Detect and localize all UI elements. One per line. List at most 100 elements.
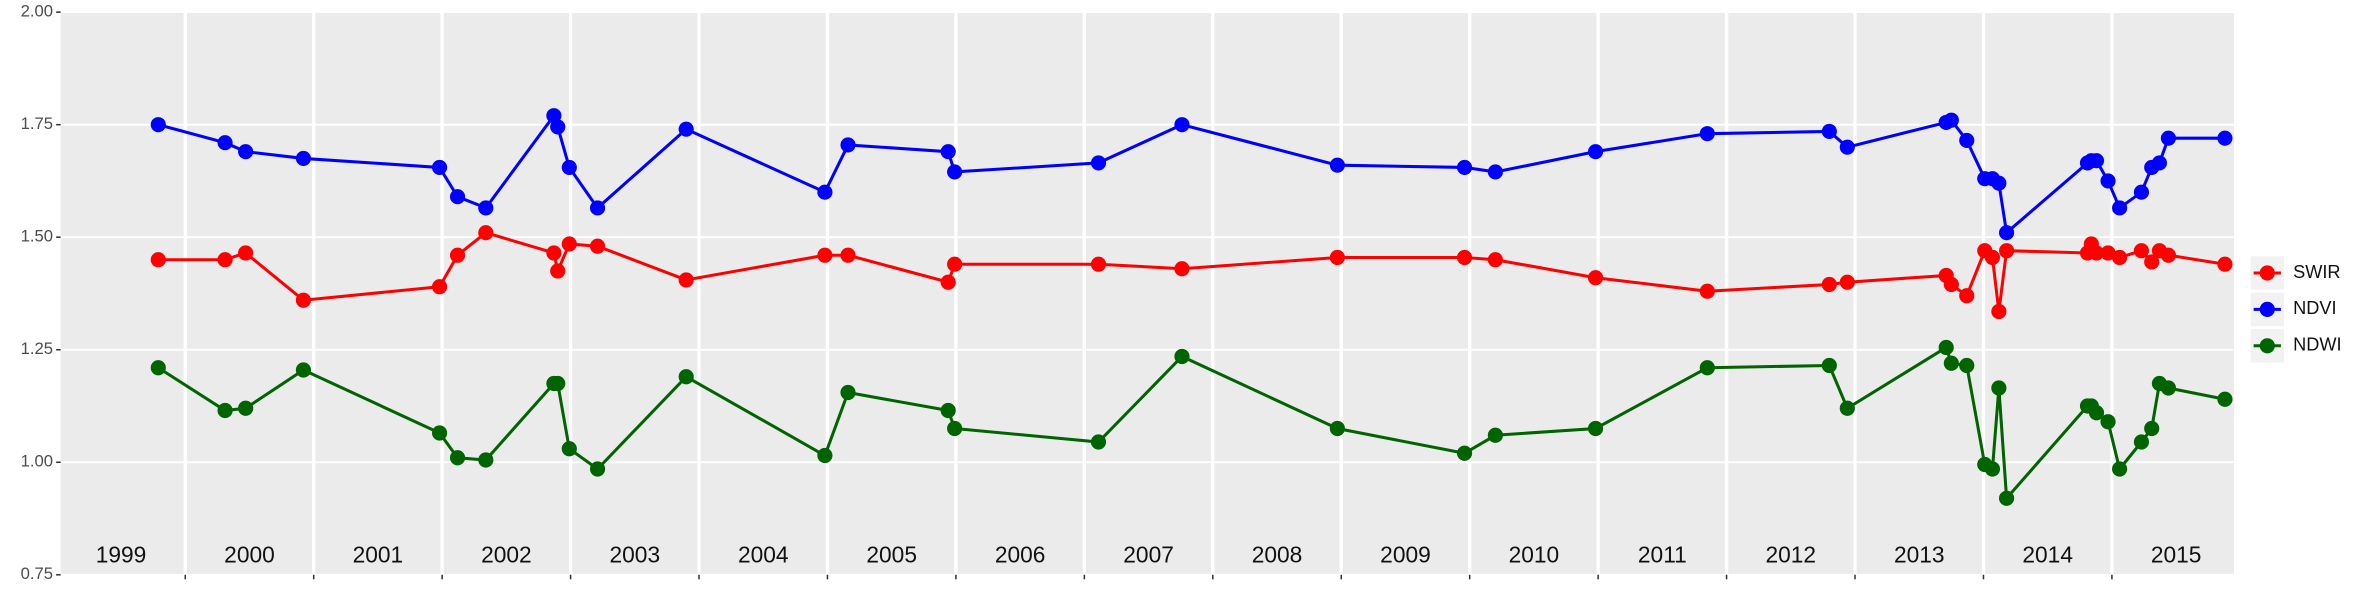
- data-point: [1839, 139, 1855, 155]
- data-point: [678, 121, 694, 137]
- data-point: [2100, 414, 2116, 430]
- data-point: [2100, 245, 2116, 261]
- data-point: [1943, 112, 1959, 128]
- data-point: [1456, 249, 1473, 266]
- data-point: [2217, 130, 2233, 146]
- legend-label: NDWI: [2293, 335, 2342, 355]
- data-point: [2088, 153, 2105, 169]
- year-label: 2000: [224, 542, 275, 568]
- y-tick-label: 1.75: [21, 114, 53, 133]
- data-point: [940, 274, 956, 290]
- data-point: [1991, 380, 2007, 396]
- data-point: [478, 452, 494, 468]
- y-tick-label: 2.00: [21, 2, 53, 21]
- data-point: [1699, 283, 1715, 299]
- plot-background: [60, 12, 2234, 575]
- y-tick-label: 1.00: [21, 452, 53, 471]
- data-point: [1998, 243, 2015, 259]
- data-point: [1821, 123, 1837, 140]
- legend-label: NDVI: [2293, 298, 2336, 318]
- data-point: [1174, 348, 1190, 365]
- data-point: [150, 252, 166, 268]
- year-label: 2006: [995, 542, 1046, 568]
- data-point: [2088, 245, 2105, 261]
- data-point: [1938, 339, 1954, 356]
- data-point: [817, 247, 833, 263]
- data-point: [589, 238, 606, 254]
- data-point: [217, 135, 233, 151]
- data-point: [2112, 461, 2128, 477]
- data-point: [947, 256, 963, 272]
- data-point: [1984, 249, 2001, 266]
- data-point: [2112, 200, 2128, 216]
- data-point: [2133, 434, 2150, 450]
- data-point: [1839, 400, 1855, 416]
- data-point: [449, 450, 466, 466]
- year-label: 2010: [1509, 542, 1560, 568]
- data-point: [1943, 355, 1959, 371]
- data-point: [840, 247, 856, 263]
- data-point: [1587, 144, 1604, 160]
- year-label: 2013: [1894, 542, 1945, 568]
- data-point: [238, 144, 254, 160]
- data-point: [1329, 249, 1345, 266]
- data-point: [840, 137, 856, 153]
- data-point: [947, 164, 963, 180]
- year-label: 2002: [481, 542, 532, 568]
- data-point: [295, 362, 312, 378]
- data-point: [561, 236, 577, 252]
- data-point: [2100, 173, 2116, 189]
- year-label: 2004: [738, 542, 789, 568]
- data-point: [1991, 175, 2007, 191]
- data-point: [1487, 252, 1503, 268]
- y-tick-label: 1.50: [21, 227, 53, 246]
- legend-label: SWIR: [2293, 262, 2341, 282]
- data-point: [1174, 261, 1190, 277]
- data-point: [1090, 155, 1107, 171]
- data-point: [1959, 357, 1975, 374]
- data-point: [1090, 256, 1107, 272]
- data-point: [1998, 225, 2015, 241]
- y-tick-label: 1.25: [21, 339, 53, 358]
- year-label: 2007: [1123, 542, 1174, 568]
- data-point: [817, 447, 833, 464]
- data-point: [150, 117, 166, 133]
- data-point: [295, 292, 312, 308]
- data-point: [2144, 254, 2160, 270]
- data-point: [561, 441, 577, 457]
- year-label: 2012: [1766, 542, 1817, 568]
- legend-point: [2259, 301, 2275, 317]
- data-point: [295, 150, 312, 167]
- data-point: [940, 144, 956, 160]
- y-tick-label: 0.75: [21, 564, 53, 583]
- data-point: [1329, 420, 1345, 437]
- data-point: [546, 245, 562, 261]
- year-label: 2011: [1638, 542, 1687, 568]
- data-point: [1587, 420, 1604, 437]
- data-point: [589, 461, 606, 477]
- data-point: [238, 245, 254, 261]
- data-point: [1699, 360, 1715, 376]
- legend-point: [2259, 265, 2275, 281]
- data-point: [1984, 461, 2001, 477]
- data-point: [2160, 130, 2177, 146]
- legend-point: [2259, 338, 2275, 354]
- data-point: [217, 402, 233, 419]
- year-label: 2009: [1380, 542, 1431, 568]
- data-point: [840, 384, 856, 401]
- data-point: [947, 420, 963, 437]
- data-point: [217, 252, 233, 268]
- data-point: [449, 247, 466, 263]
- data-point: [1943, 276, 1959, 293]
- series: [150, 225, 2233, 320]
- data-point: [589, 200, 606, 216]
- data-point: [1699, 126, 1715, 142]
- data-point: [1456, 159, 1473, 176]
- data-point: [1959, 288, 1975, 304]
- data-point: [1487, 427, 1503, 443]
- year-label: 2015: [2151, 542, 2202, 568]
- data-point: [2160, 247, 2177, 263]
- data-point: [2133, 184, 2150, 200]
